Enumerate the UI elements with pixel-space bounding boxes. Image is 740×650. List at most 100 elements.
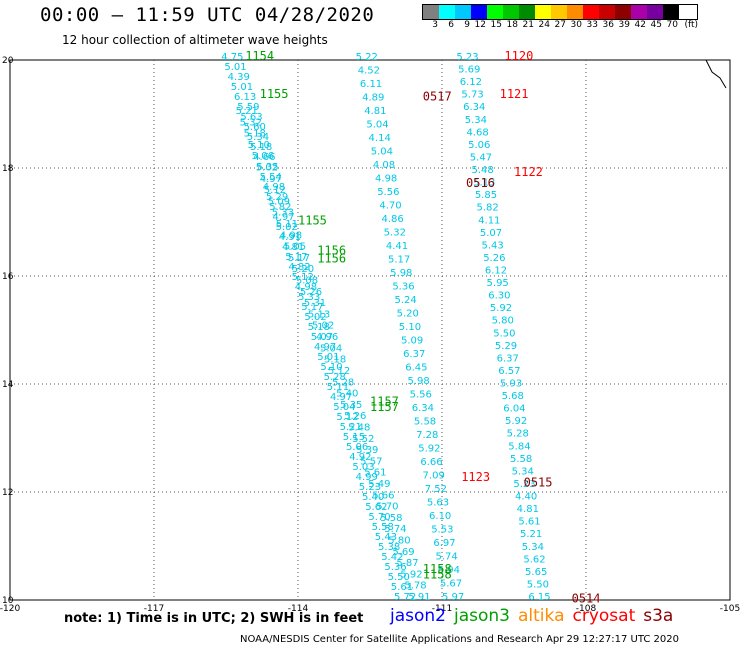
pass-time-label: 1158 [423,562,452,576]
wave-height-value: 5.11 [327,382,349,393]
wave-height-value: 4.97 [260,174,282,185]
legend-swatch [615,5,631,19]
wave-height-value: 5.56 [377,187,399,198]
wave-height-value: 5.36 [384,562,406,573]
wave-height-value: 5.10 [248,140,270,151]
wave-height-value: 7.28 [416,430,438,441]
wave-height-value: 5.82 [476,203,498,214]
pass-time-label: 0516 [466,176,495,190]
pass-time-label: 0514 [572,592,601,606]
wave-height-value: 5.40 [336,389,358,400]
wave-height-value: 4.91 [279,232,301,243]
lat-tick-label: 20 [2,56,14,66]
wave-height-value: 5.39 [356,445,378,456]
wave-height-value: 5.54 [260,172,282,183]
wave-height-value: 5.74 [384,524,406,535]
wave-height-value: 4.89 [362,93,384,104]
legend-tick-label: 9 [464,20,470,30]
wave-height-value: 7.09 [423,471,445,482]
satellite-key-cryosat: cryosat [572,606,636,626]
legend-swatch [455,5,471,19]
wave-height-value: 5.17 [288,253,310,264]
pass-time-label: 1154 [245,49,274,63]
wave-height-value: 5.34 [512,466,534,477]
wave-height-value: 4.98 [280,230,302,241]
wave-height-value: 4.52 [358,66,380,77]
legend-tick-label: 3 [432,20,438,30]
wave-height-value: 5.69 [458,65,480,76]
wave-height-value: 4.81 [364,106,386,117]
lon-tick-label: -120 [0,604,20,614]
legend-swatch [583,5,599,19]
wave-height-value: 5.01 [317,352,339,363]
wave-height-value: 6.57 [498,366,520,377]
wave-height-value: 5.28 [507,429,529,440]
wave-height-value: 5.34 [465,115,487,126]
wave-height-value: 5.42 [381,552,403,563]
wave-height-value: 6.13 [234,92,256,103]
wave-height-value: 5.28 [324,372,346,383]
wave-height-value: 5.87 [396,558,418,569]
wave-height-value: 4.97 [314,342,336,353]
wave-height-value: 5.21 [236,106,258,117]
wave-height-value: 6.37 [497,353,519,364]
wave-height-value: 5.82 [269,202,291,213]
wave-height-value: 5.58 [414,417,436,428]
wave-height-value: 5.31 [304,298,326,309]
lat-tick-label: 12 [2,488,13,498]
pass-time-label: 1120 [504,49,533,63]
pass-time-label: 1158 [423,567,452,581]
legend-tick-label: 30 [570,20,582,30]
wave-height-value: 5.13 [308,309,330,320]
wave-height-value: 5.09 [268,196,290,207]
satellite-key-altika: altika [518,606,565,626]
wave-height-value: 5.53 [431,525,453,536]
wave-height-value: 5.18 [250,142,272,153]
wave-height-value: 5.50 [388,572,410,583]
satellite-key-jason3: jason3 [454,606,510,626]
wave-height-value: 5.57 [360,456,382,467]
legend-swatch [567,5,583,19]
wave-height-value: 5.01 [224,62,246,73]
wave-height-value: 5.07 [311,332,333,343]
coastline [705,59,727,89]
wave-height-value: 5.21 [520,529,542,540]
wave-height-value: 5.02 [276,222,298,233]
wave-height-value: 5.02 [304,312,326,323]
legend-swatch [551,5,567,19]
wave-height-value: 6.11 [360,79,382,90]
wave-height-value: 5.26 [300,287,322,298]
legend-tick-label: 33 [586,20,598,30]
wave-height-value: 5.34 [247,132,269,143]
wave-height-value: 5.58 [372,522,394,533]
lat-tick-label: 16 [2,272,14,282]
legend-tick-label: 36 [602,20,614,30]
wave-height-value: 5.91 [408,592,430,603]
pass-time-label: 1123 [461,470,490,484]
wave-height-value: 5.58 [380,513,402,524]
wave-height-value: 5.20 [292,264,314,275]
wave-height-value: 4.98 [295,282,317,293]
wave-height-value: 5.62 [365,502,387,513]
wave-height-value: 5.70 [376,502,398,513]
wave-height-value: 4.97 [330,392,352,403]
legend-swatch [599,5,615,19]
wave-height-value: 5.61 [518,517,540,528]
legend-tick-label: 39 [618,20,630,30]
wave-height-value: 4.70 [379,201,401,212]
wave-height-value: 6.10 [429,511,451,522]
wave-height-value: 4.81 [517,504,539,515]
wave-height-value: 5.65 [525,567,547,578]
wave-height-value: 5.13 [473,178,495,189]
wave-height-value: 5.11 [276,219,298,230]
wave-height-value: 5.66 [372,490,394,501]
wave-height-value: 5.56 [410,390,432,401]
wave-height-value: 5.73 [461,90,483,101]
wave-height-value: 5.80 [492,316,514,327]
wave-height-value: 5.32 [240,117,262,128]
wave-height-value: 5.52 [352,434,374,445]
legend-unit-label: (ft) [684,20,698,30]
wave-height-value: 5.04 [366,120,388,131]
wave-height-value: 5.85 [475,190,497,201]
legend-tick-label: 24 [538,20,550,30]
